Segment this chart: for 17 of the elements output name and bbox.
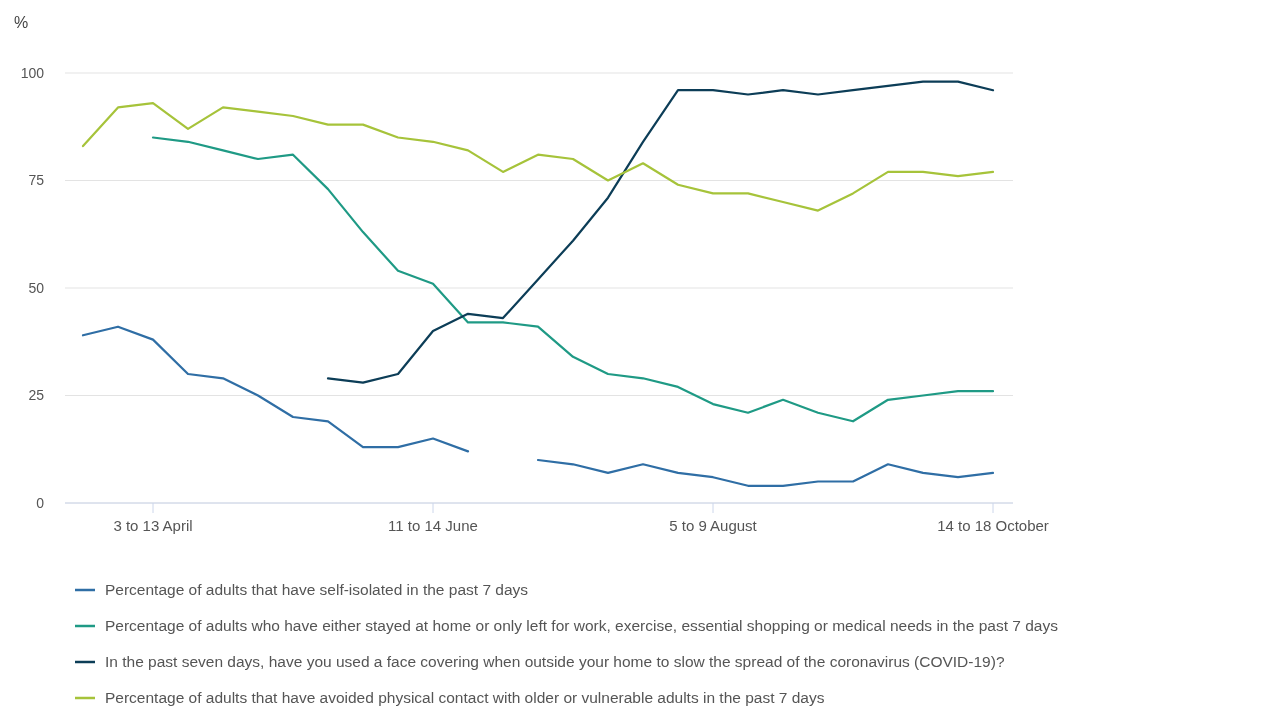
y-axis-title: %: [14, 14, 29, 31]
y-tick-label: 25: [28, 387, 45, 404]
y-tick-label: 75: [28, 172, 45, 189]
x-tick-label: 14 to 18 October: [937, 517, 1049, 534]
y-tick-label: 50: [28, 279, 45, 296]
line-series: [151, 136, 995, 423]
line-series: [81, 102, 995, 212]
x-tick-label: 5 to 9 August: [669, 517, 758, 534]
x-tick-label: 3 to 13 April: [113, 517, 193, 534]
legend-label: Percentage of adults that have avoided physical contact with older or vulnerable adults in the past 7 days: [105, 689, 825, 707]
y-tick-label: 100: [20, 64, 45, 81]
y-tick-label: 0: [36, 494, 45, 511]
legend-label: Percentage of adults that have self-isolated in the past 7 days: [105, 581, 529, 599]
x-tick-label: 11 to 14 June: [388, 517, 478, 534]
legend-label: Percentage of adults who have either stayed at home or only left for work, exercise, essential shopping or medical needs in the past 7 days: [105, 617, 1059, 635]
legend-label: In the past seven days, have you used a face covering when outside your home to slow the spread of the coronavirus (COVID-19)?: [105, 653, 1005, 671]
line-series: [326, 80, 995, 384]
